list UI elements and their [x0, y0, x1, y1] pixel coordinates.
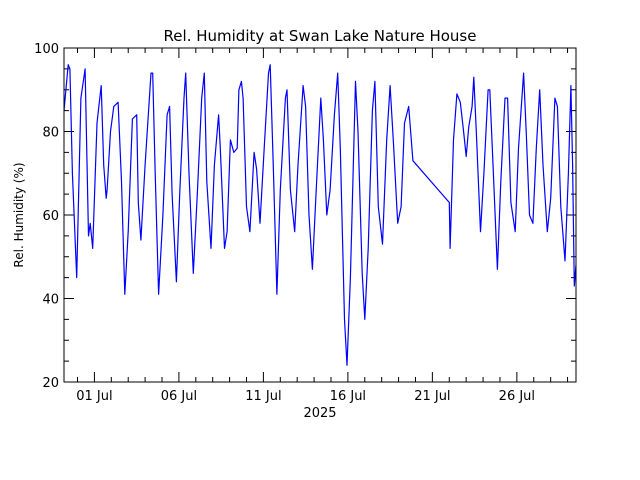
x-axis-label: 2025 [303, 406, 336, 421]
x-tick-label: 16 Jul [330, 389, 366, 404]
x-tick-label: 26 Jul [499, 389, 535, 404]
y-tick-label: 20 [42, 376, 59, 391]
series-layer [63, 64, 577, 366]
axis-ticks: 20 40 60 80 100 01 Jul 06 Jul 11 Jul 16 Jul 21 Ju… [34, 42, 576, 404]
plot-frame [63, 47, 577, 383]
x-tick-label: 11 Jul [245, 389, 281, 404]
y-tick-label: 100 [34, 42, 59, 57]
x-tick-label: 21 Jul [414, 389, 450, 404]
x-tick-label: 01 Jul [76, 389, 112, 404]
x-tick-label: 06 Jul [161, 389, 197, 404]
chart-title: Rel. Humidity at Swan Lake Nature House [164, 27, 477, 45]
y-tick-label: 80 [42, 126, 59, 141]
y-tick-label: 60 [42, 209, 59, 224]
humidity-series-line [63, 64, 577, 366]
y-axis-label: Rel. Humidity (%) [12, 162, 26, 267]
y-tick-label: 40 [42, 293, 59, 308]
